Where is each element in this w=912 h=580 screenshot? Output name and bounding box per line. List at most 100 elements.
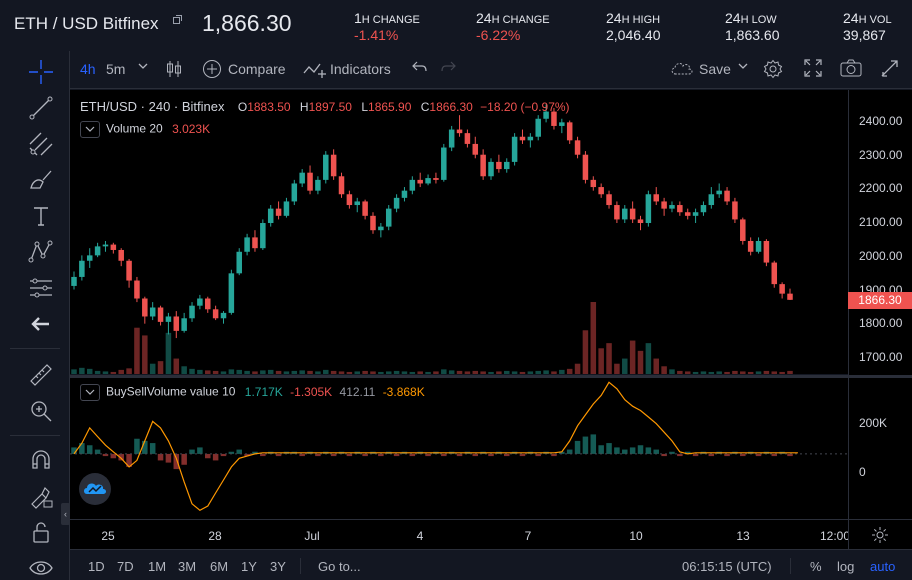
candle-body — [503, 161, 510, 170]
stat-label: H LOW — [740, 14, 777, 26]
price-axis[interactable]: 2400.00 2300.00 2200.00 2100.00 2000.00 … — [848, 90, 912, 375]
pattern-icon[interactable] — [27, 238, 55, 266]
volume-bar — [448, 370, 455, 374]
goto-button[interactable]: Go to... — [318, 559, 361, 574]
bsv-bar — [393, 453, 400, 457]
magnet-icon[interactable] — [27, 446, 55, 474]
percent-toggle[interactable]: % — [810, 559, 822, 574]
close-label: C — [420, 100, 430, 114]
bottom-divider — [300, 558, 301, 574]
zoom-in-icon[interactable] — [27, 397, 55, 425]
stat-1h-change: 1H CHANGE -1.41% — [354, 10, 420, 43]
bsv-bar — [598, 445, 604, 454]
chevron-down-icon[interactable] — [138, 59, 148, 76]
volume-legend: Volume 20 3.023K — [80, 121, 210, 138]
crosshair-icon[interactable] — [27, 58, 55, 86]
lock-drawing-icon[interactable] — [27, 482, 55, 510]
volume-bar — [425, 371, 431, 374]
chevron-down-icon[interactable] — [738, 59, 748, 76]
pane-separator[interactable] — [70, 375, 912, 378]
volume-bar — [307, 370, 313, 374]
candle-body — [433, 178, 439, 180]
camera-icon[interactable] — [840, 59, 862, 80]
log-toggle[interactable]: log — [837, 559, 855, 574]
volume-bar — [385, 371, 392, 374]
fullscreen-icon[interactable] — [804, 59, 822, 80]
external-link-icon[interactable] — [173, 15, 182, 27]
interval-5m-button[interactable]: 5m — [106, 61, 126, 77]
indicators-icon[interactable] — [303, 59, 327, 82]
settings-sun-icon — [872, 527, 888, 543]
bsv-bar — [275, 453, 282, 457]
undo-icon[interactable] — [412, 59, 428, 78]
candle-body — [94, 246, 101, 256]
cloud-icon[interactable] — [670, 60, 694, 79]
candles-icon[interactable] — [166, 60, 182, 81]
lock-icon[interactable] — [27, 518, 55, 546]
brush-icon[interactable] — [27, 166, 55, 194]
redo-icon[interactable] — [440, 59, 456, 78]
candle-body — [732, 201, 738, 220]
fib-tool-icon[interactable] — [27, 130, 55, 158]
time-label: Jul — [304, 529, 320, 543]
volume-bar — [126, 368, 132, 374]
range-3y-button[interactable]: 3Y — [270, 559, 286, 574]
save-button[interactable]: Save — [699, 61, 731, 77]
time-label: 4 — [416, 529, 424, 543]
bsv-bar — [661, 453, 667, 457]
interval-4h-button[interactable]: 4h — [80, 61, 96, 77]
bsv-bar — [197, 447, 203, 454]
tradingview-logo-icon[interactable] — [79, 473, 111, 505]
eye-icon[interactable] — [27, 554, 55, 580]
bsv-bar — [102, 453, 109, 457]
stat-value: -1.41% — [354, 27, 399, 43]
price-pane[interactable] — [70, 90, 848, 374]
price-chart[interactable] — [70, 90, 848, 374]
volume-bar — [197, 369, 203, 374]
volume-bar — [275, 370, 282, 374]
axis-settings[interactable] — [848, 519, 912, 549]
range-7d-button[interactable]: 7D — [117, 559, 134, 574]
range-3m-button[interactable]: 3M — [178, 559, 197, 574]
time-axis[interactable]: 25 28 Jul 4 7 10 13 12:00 — [70, 519, 850, 549]
range-1y-button[interactable]: 1Y — [241, 559, 257, 574]
bsv-bar — [378, 453, 384, 457]
bottom-toolbar: 1D 7D 1M 3M 6M 1Y 3Y Go to... 06:15:15 (… — [70, 549, 912, 580]
range-6m-button[interactable]: 6M — [210, 559, 229, 574]
bsv-bar — [488, 453, 494, 457]
candle-body — [283, 201, 290, 216]
arrow-back-icon[interactable] — [27, 310, 55, 338]
ruler-icon[interactable] — [27, 361, 55, 389]
collapse-button[interactable] — [80, 384, 100, 401]
bsv-bar — [346, 453, 353, 457]
prediction-icon[interactable] — [27, 274, 55, 302]
indicator-axis[interactable]: 200K 0 — [848, 378, 912, 519]
collapse-arrows-icon[interactable] — [880, 59, 900, 82]
trend-line-icon[interactable] — [27, 94, 55, 122]
gear-icon[interactable] — [763, 59, 783, 82]
candle-body — [220, 312, 227, 319]
range-1d-button[interactable]: 1D — [88, 559, 105, 574]
auto-toggle[interactable]: auto — [870, 559, 896, 574]
buysell-volume-chart[interactable] — [70, 378, 848, 519]
collapse-button[interactable] — [80, 121, 100, 138]
compare-button[interactable]: Compare — [228, 61, 286, 77]
text-tool-icon[interactable] — [27, 202, 55, 230]
collapse-toolbar-icon[interactable]: ‹ — [61, 503, 70, 525]
volume-bar — [330, 370, 337, 374]
price-tick: 2100.00 — [859, 215, 903, 229]
utc-clock[interactable]: 06:15:15 (UTC) — [682, 559, 772, 574]
indicator-pane[interactable] — [70, 378, 848, 519]
range-1m-button[interactable]: 1M — [148, 559, 167, 574]
bsv-bar — [724, 453, 730, 457]
indicators-button[interactable]: Indicators — [330, 61, 391, 77]
bsv-bar — [212, 453, 219, 461]
symbol-label: ETH/USD · 240 · Bitfinex — [80, 99, 225, 114]
candle-body — [260, 223, 266, 249]
low-label: L — [361, 100, 369, 114]
bsv-bar — [126, 453, 132, 467]
candle-body — [456, 129, 463, 134]
add-circle-icon[interactable] — [202, 59, 222, 82]
candle-body — [71, 276, 77, 286]
candle-body — [110, 244, 117, 250]
